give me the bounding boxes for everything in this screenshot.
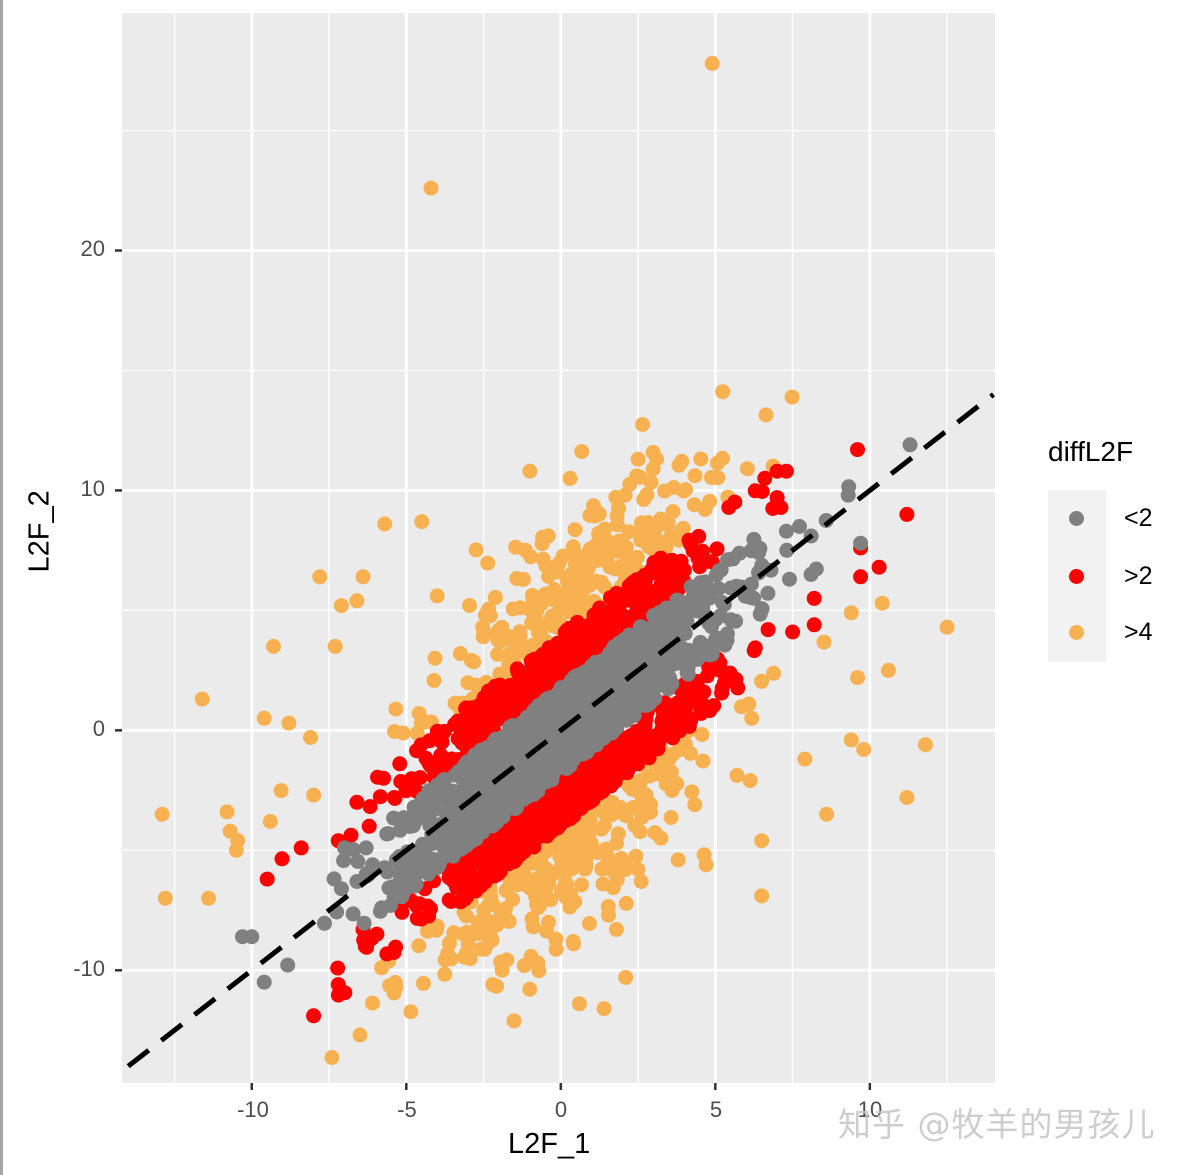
x-tick-label: -5 <box>397 1097 417 1122</box>
window-left-border <box>0 0 3 1175</box>
legend-item-gt2: >2 <box>1048 548 1188 604</box>
legend-item-lt2: <2 <box>1048 492 1188 548</box>
legend-dot-icon <box>1069 625 1084 640</box>
y-tick-label: 0 <box>92 716 105 741</box>
major-gridlines <box>122 13 995 1083</box>
x-axis-title: L2F_1 <box>508 1128 591 1160</box>
x-tick-label: 0 <box>554 1097 568 1122</box>
watermark: 知乎 @牧羊的男孩儿 <box>838 1105 1156 1144</box>
y-tick-label: 10 <box>80 476 105 501</box>
legend-dot-icon <box>1069 569 1084 584</box>
reference-line-y-equals-x <box>126 392 995 1069</box>
y-axis-title: L2F_2 <box>23 490 56 573</box>
x-tick-label: -10 <box>237 1097 269 1122</box>
legend-item-gt4: >4 <box>1048 604 1188 660</box>
legend-label: <2 <box>1124 504 1153 532</box>
x-tick-label: 10 <box>857 1097 883 1122</box>
legend-label: >4 <box>1124 618 1153 646</box>
axis-ticks <box>115 249 872 1090</box>
x-tick-label: 5 <box>709 1097 723 1122</box>
legend: diffL2F <2 >2 >4 <box>1048 436 1153 662</box>
plot-panel <box>122 13 995 1083</box>
legend-title: diffL2F <box>1048 436 1134 467</box>
y-tick-label: 20 <box>80 236 105 261</box>
legend-label: >2 <box>1124 562 1153 590</box>
y-tick-label: -10 <box>73 956 105 981</box>
legend-dot-icon <box>1069 511 1084 526</box>
